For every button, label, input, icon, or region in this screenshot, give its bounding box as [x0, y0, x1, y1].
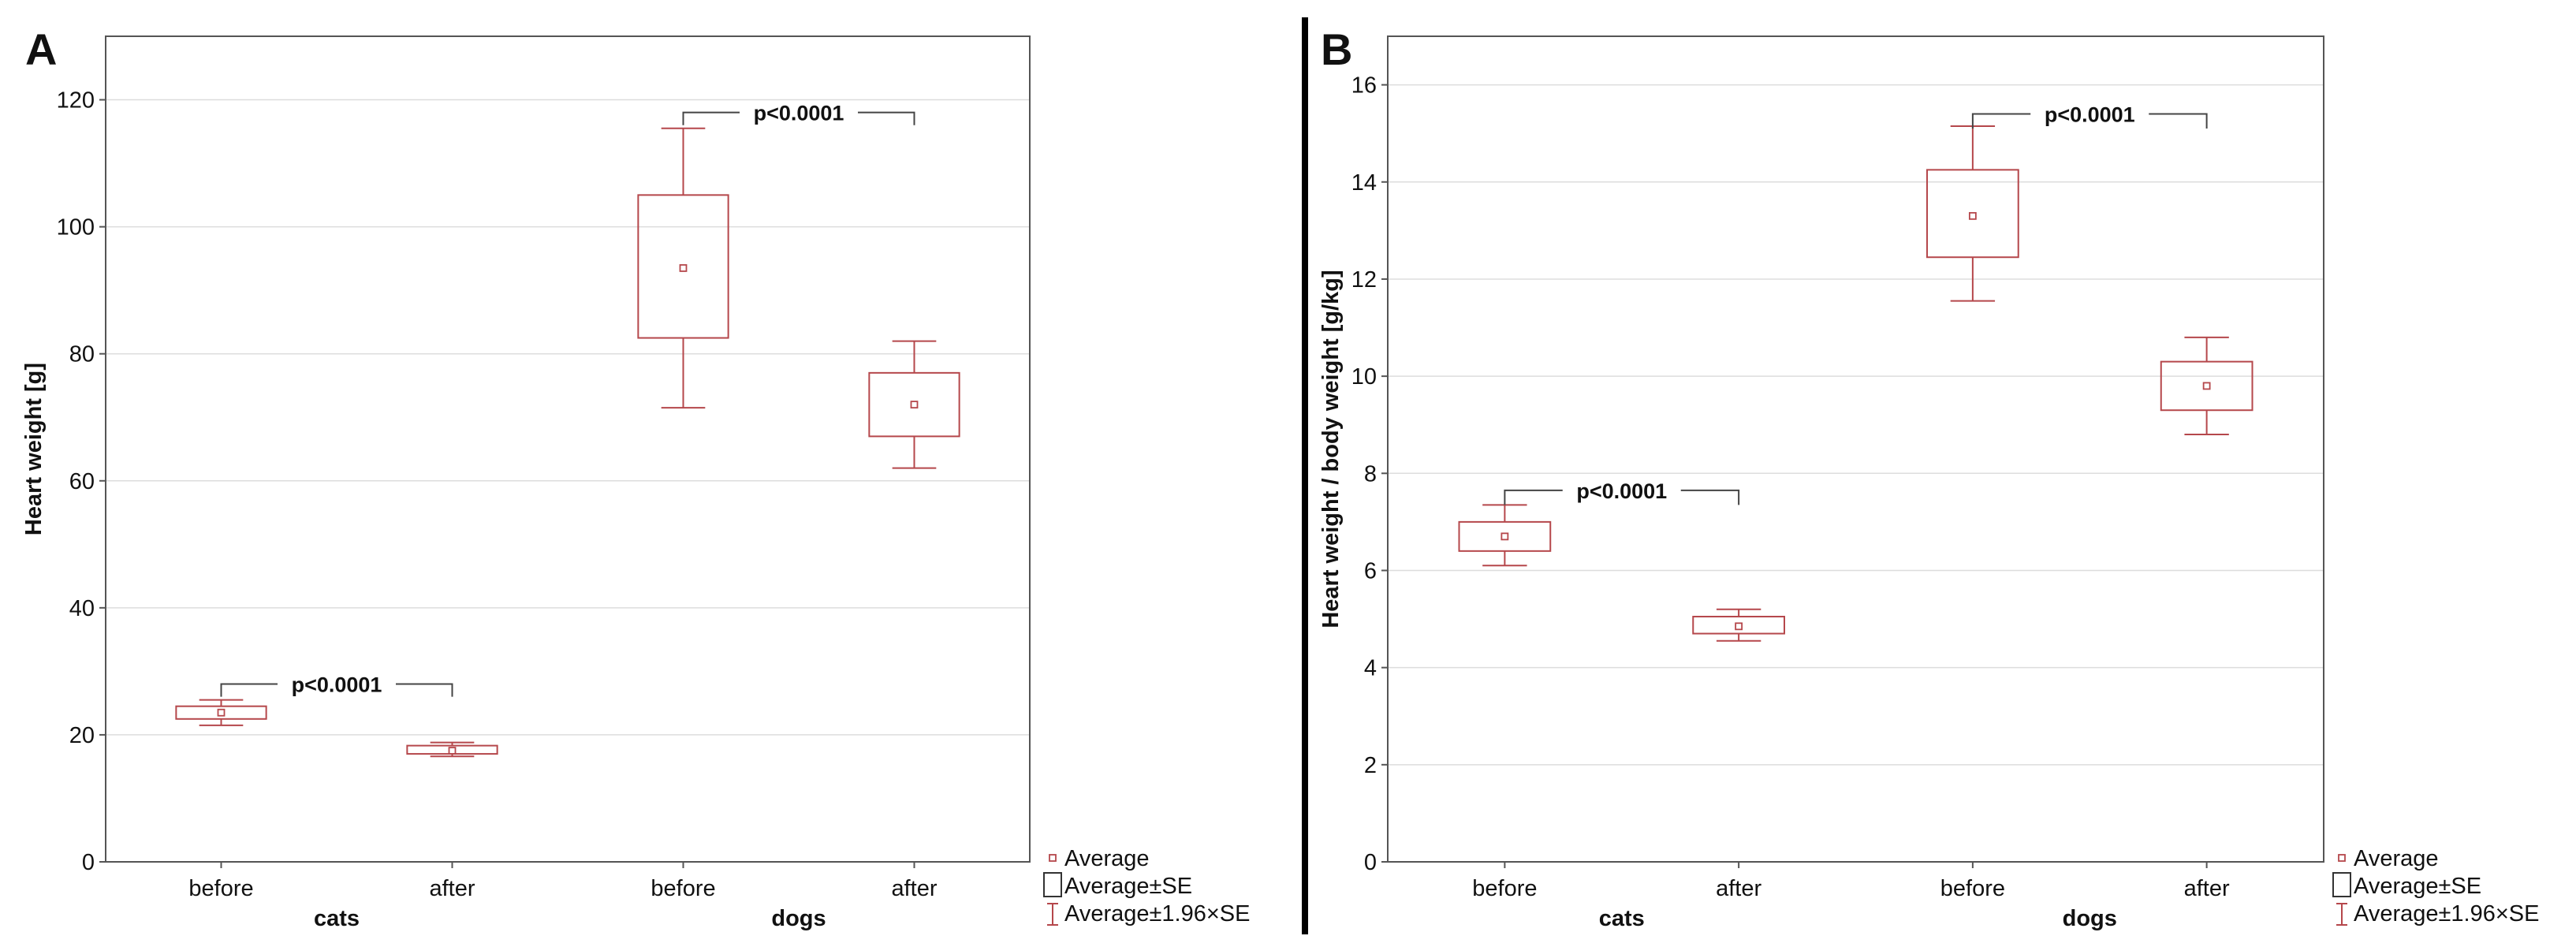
legend-average-label: Average: [2354, 846, 2439, 871]
y-tick-label: 80: [69, 342, 95, 367]
legend-average-marker: [2338, 854, 2346, 862]
y-tick-label: 0: [1364, 850, 1377, 875]
y-tick-label: 16: [1351, 73, 1377, 99]
mean-marker: [1735, 622, 1743, 631]
significance-label: p<0.0001: [754, 102, 844, 125]
y-tick-label: 12: [1351, 267, 1377, 293]
significance-bracket: [1680, 489, 1740, 505]
x-tick-label: after: [429, 876, 475, 901]
box-se: [1458, 520, 1552, 552]
y-tick-label: 60: [69, 469, 95, 494]
y-axis-label: Heart weight [g]: [21, 363, 47, 535]
box-se: [1926, 169, 2019, 259]
legend-average-label: Average: [1064, 846, 1150, 871]
panel-label: A: [25, 24, 57, 74]
legend-ci-label: Average±1.96×SE: [2354, 901, 2539, 926]
legend-se-label: Average±SE: [1064, 874, 1192, 899]
significance-bracket: [1504, 489, 1563, 505]
y-tick-label: 0: [82, 850, 95, 875]
significance-bracket: [396, 683, 453, 697]
x-tick-label: after: [1716, 876, 1761, 901]
y-tick-label: 4: [1364, 656, 1377, 681]
y-tick-label: 2: [1364, 753, 1377, 778]
box-se: [2160, 360, 2254, 412]
group-label: cats: [314, 906, 360, 931]
y-tick-label: 6: [1364, 558, 1377, 583]
y-tick-label: 14: [1351, 170, 1377, 196]
mean-marker: [679, 264, 688, 272]
box-se: [868, 371, 960, 438]
legend-se-marker: [2332, 872, 2351, 897]
plot-frame: [105, 35, 1031, 863]
mean-marker: [2202, 382, 2211, 390]
mean-marker: [1968, 211, 1977, 220]
x-tick-label: before: [188, 876, 253, 901]
group-label: dogs: [771, 906, 826, 931]
x-tick-label: after: [891, 876, 937, 901]
y-tick-label: 20: [69, 723, 95, 748]
legend-ci-label: Average±1.96×SE: [1064, 901, 1250, 926]
box-se: [637, 194, 729, 339]
y-tick-label: 8: [1364, 461, 1377, 487]
significance-bracket: [682, 111, 740, 125]
y-axis-label: Heart weight / body weight [g/kg]: [1318, 270, 1344, 628]
significance-bracket: [2149, 113, 2208, 129]
significance-label: p<0.0001: [2045, 103, 2135, 127]
box-se: [1692, 615, 1785, 635]
x-tick-label: before: [1940, 876, 2005, 901]
y-tick-label: 100: [57, 215, 95, 240]
significance-label: p<0.0001: [292, 673, 382, 696]
x-tick-label: before: [651, 876, 715, 901]
mean-marker: [217, 708, 226, 717]
y-tick-label: 10: [1351, 364, 1377, 390]
significance-bracket: [220, 683, 278, 697]
legend-se-label: Average±SE: [2354, 874, 2481, 899]
x-tick-label: after: [2184, 876, 2230, 901]
plot-frame: [1387, 35, 2324, 863]
significance-bracket: [1971, 113, 2031, 129]
panel-label: B: [1321, 24, 1352, 74]
significance-label: p<0.0001: [1576, 479, 1667, 503]
y-tick-label: 40: [69, 596, 95, 621]
legend-average-marker: [1049, 854, 1057, 862]
mean-marker: [1500, 532, 1509, 541]
significance-bracket: [858, 111, 915, 125]
y-tick-label: 120: [57, 88, 95, 114]
group-label: cats: [1599, 906, 1645, 931]
x-tick-label: before: [1472, 876, 1537, 901]
mean-marker: [448, 747, 457, 755]
box-se: [175, 705, 267, 720]
mean-marker: [910, 401, 919, 409]
legend-se-marker: [1043, 872, 1062, 897]
group-label: dogs: [2063, 906, 2117, 931]
